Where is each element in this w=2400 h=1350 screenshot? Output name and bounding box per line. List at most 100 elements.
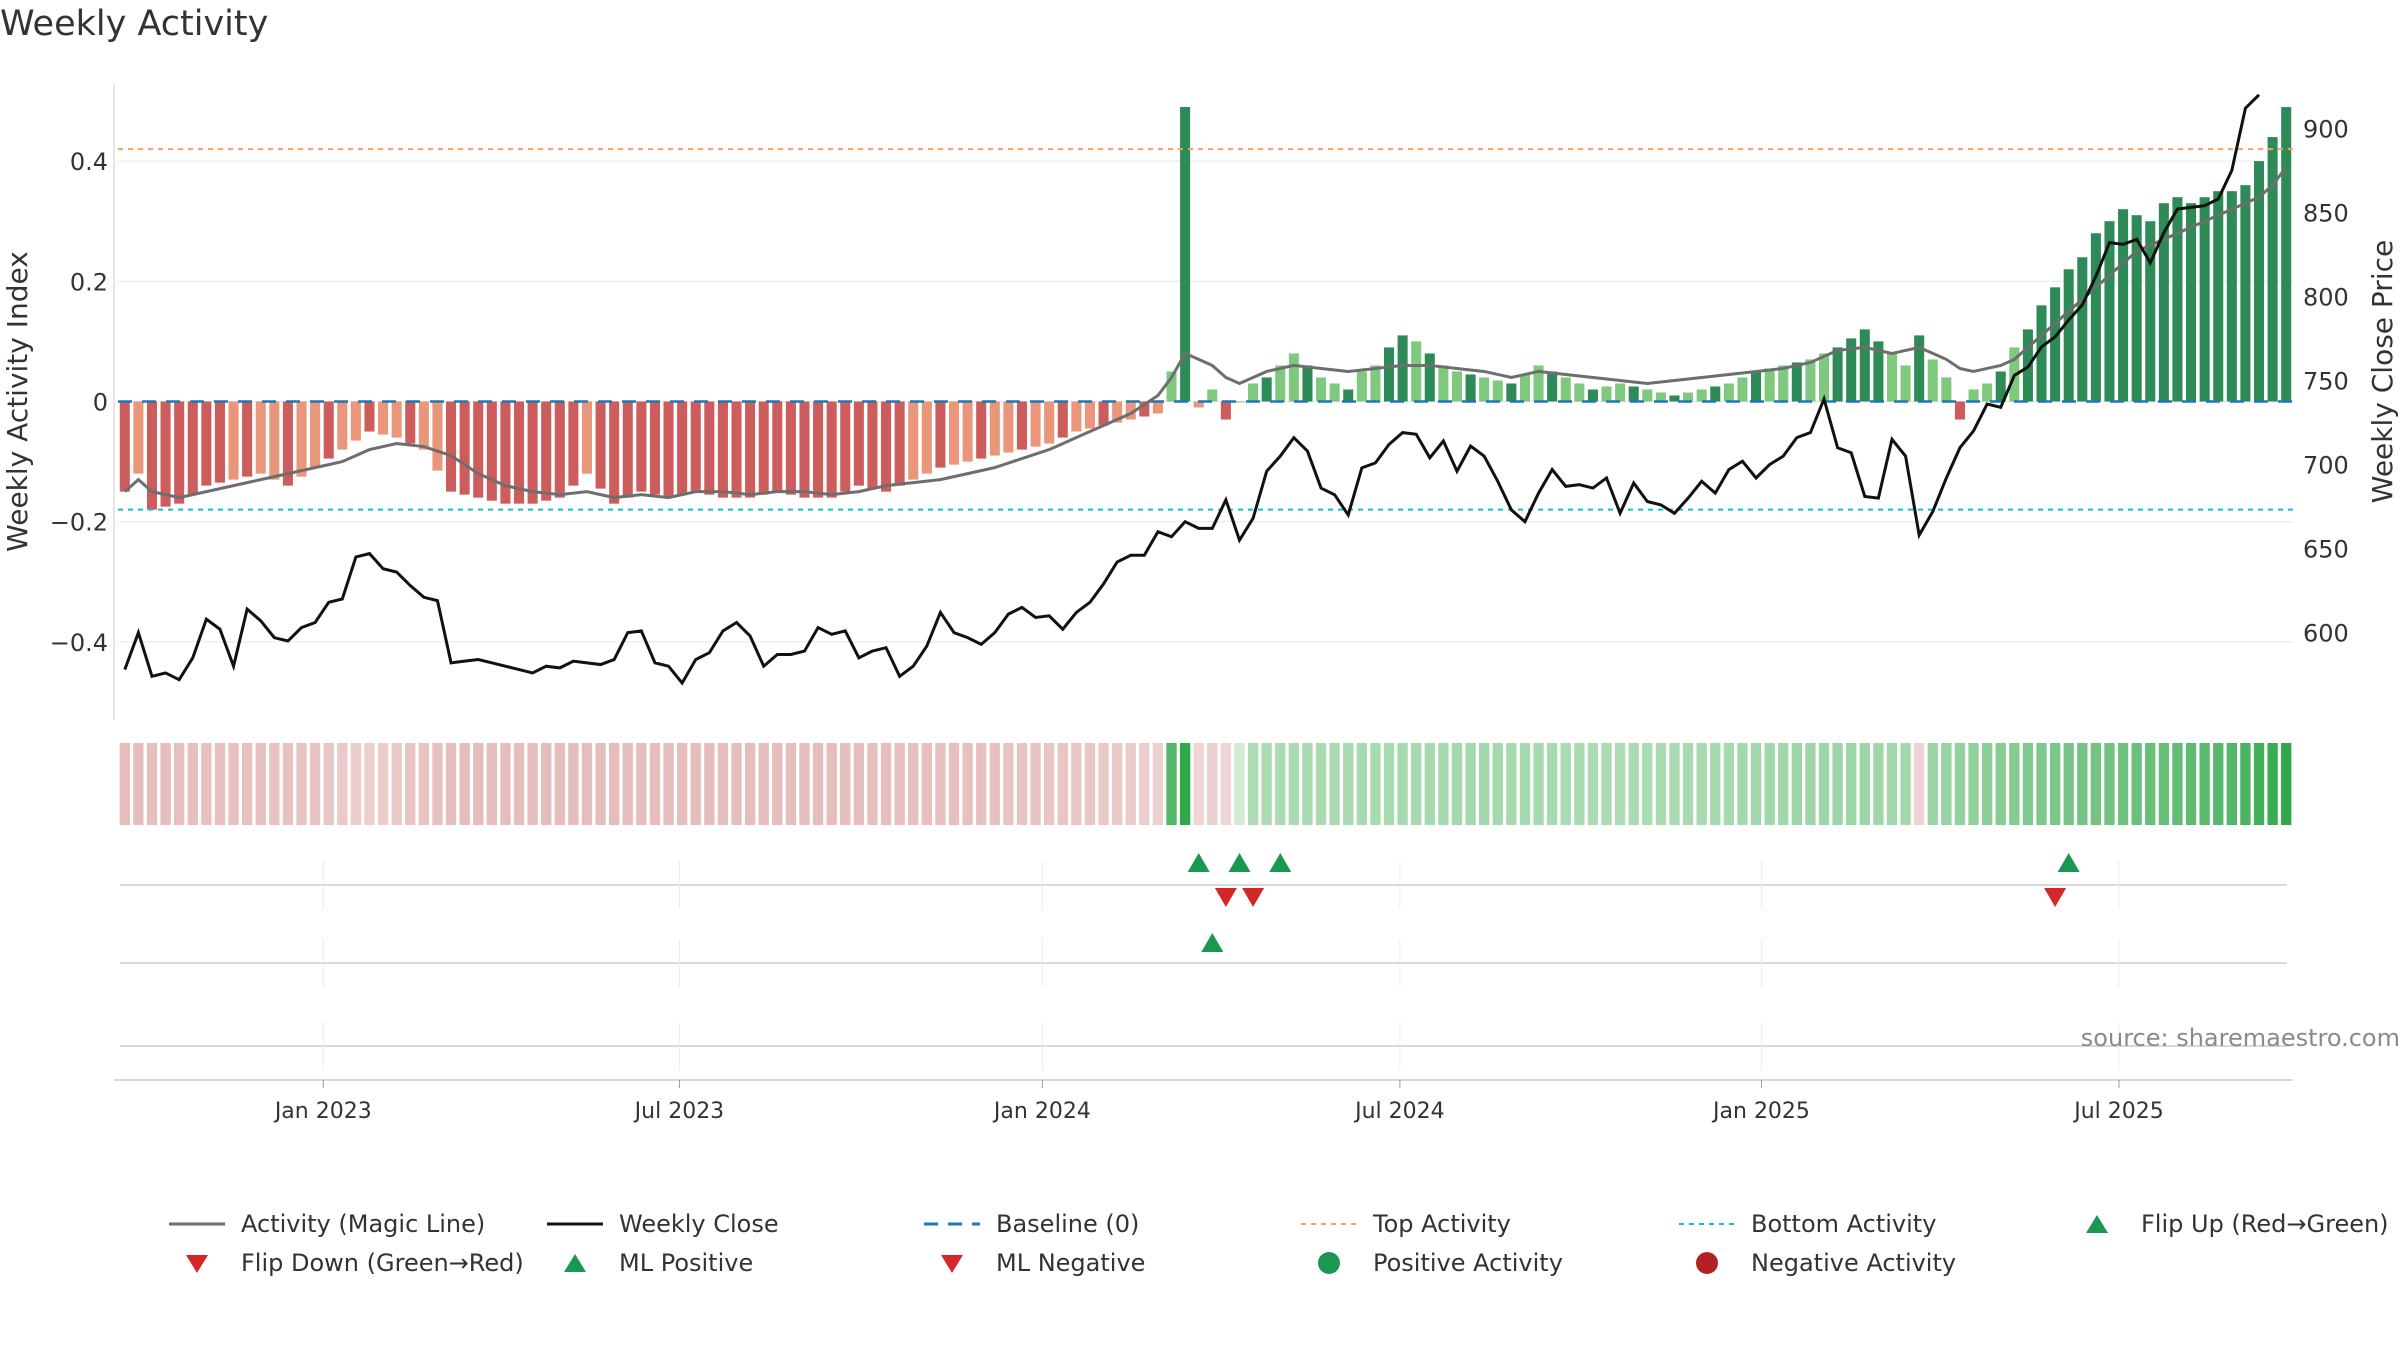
heat-strip-cell <box>1506 743 1517 825</box>
activity-bar <box>2104 221 2115 402</box>
activity-bar <box>1316 377 1327 402</box>
heat-strip-cell <box>1383 743 1395 825</box>
flip-down-marker <box>1214 888 1237 907</box>
heat-strip-cell <box>1356 743 1367 825</box>
heat-strip-cell <box>1207 743 1218 825</box>
heat-strip-cell <box>1016 743 1028 825</box>
activity-bar <box>1180 107 1191 402</box>
source-note: source: sharemaestro.com <box>2080 1024 2400 1052</box>
activity-bar <box>690 401 701 492</box>
x-tick-label: Jul 2023 <box>633 1099 725 1124</box>
heat-strip-cell <box>1343 743 1354 825</box>
activity-bar <box>2267 137 2278 402</box>
activity-bar <box>853 401 864 486</box>
activity-bar <box>799 401 810 498</box>
legend-circle-green <box>1318 1252 1340 1274</box>
heat-strip-cell <box>473 743 484 825</box>
activity-bar <box>636 401 647 492</box>
activity-bar <box>2186 203 2197 402</box>
y-right-tick-label: 900 <box>2303 115 2349 143</box>
heat-strip-cell <box>1302 743 1313 825</box>
activity-bar <box>2036 305 2047 402</box>
activity-bar <box>976 401 987 459</box>
heat-strip-cell <box>1424 743 1435 825</box>
activity-bar <box>1016 401 1028 450</box>
activity-bar <box>649 401 660 495</box>
activity-bar <box>745 401 756 498</box>
activity-bar <box>1737 377 1748 402</box>
activity-bar <box>1125 401 1136 420</box>
activity-bar <box>1832 347 1843 402</box>
heat-strip-cell <box>595 743 606 825</box>
heat-strip-cell <box>1166 743 1177 825</box>
activity-bar <box>785 401 796 495</box>
activity-bar <box>1560 377 1571 402</box>
y-right-tick-label: 850 <box>2303 199 2349 227</box>
heat-strip-cell <box>405 743 416 825</box>
legend-item: Weekly Close <box>543 1206 779 1242</box>
activity-bar <box>2199 197 2210 402</box>
heat-strip-cell <box>1560 743 1571 825</box>
activity-bar <box>1383 347 1395 402</box>
legend-label: Flip Down (Green→Red) <box>241 1249 524 1277</box>
heat-strip-cell <box>2281 743 2292 825</box>
heat-strip-cell <box>2131 743 2142 825</box>
heat-strip-cell <box>1954 743 1966 825</box>
heat-strip-cell <box>1574 743 1585 825</box>
heat-strip-cell <box>1805 743 1816 825</box>
heat-strip-cell <box>174 743 185 825</box>
heat-strip-cell <box>1818 743 1830 825</box>
legend-label: ML Positive <box>619 1249 754 1277</box>
activity-bar <box>160 401 171 507</box>
heat-strip-cell <box>2240 743 2251 825</box>
legend-label: Negative Activity <box>1751 1249 1957 1277</box>
heat-strip-cell <box>840 743 851 825</box>
heat-strip-cell <box>500 743 511 825</box>
heat-strip-cell <box>636 743 647 825</box>
legend-item: ML Negative <box>920 1245 1145 1281</box>
y-left-tick-label: 0.2 <box>70 268 108 296</box>
heat-strip-cell <box>1084 743 1096 825</box>
heat-strip-cell <box>704 743 715 825</box>
activity-bar <box>1329 383 1340 402</box>
activity-bar <box>2226 191 2237 402</box>
activity-bar <box>2131 215 2142 402</box>
activity-bar <box>378 401 389 435</box>
y-right-tick-label: 700 <box>2303 452 2349 480</box>
activity-bar <box>187 401 198 495</box>
activity-bar <box>446 401 457 492</box>
activity-bar <box>1112 401 1123 423</box>
activity-bar <box>1030 401 1041 447</box>
heat-strip-cell <box>214 743 226 825</box>
heat-strip-cell <box>1628 743 1639 825</box>
heat-strip-cell <box>1791 743 1802 825</box>
activity-bar <box>541 401 552 501</box>
heat-strip-cell <box>241 743 253 825</box>
activity-bar <box>1642 389 1653 402</box>
y-left-tick-label: −0.2 <box>50 509 108 537</box>
activity-bar <box>921 401 932 474</box>
heat-strip-cell <box>364 743 375 825</box>
activity-bar <box>2090 233 2101 402</box>
y-right-tick-label: 750 <box>2303 367 2349 395</box>
heat-strip-cell <box>663 743 674 825</box>
heat-strip-cell <box>2090 743 2102 825</box>
legend-triangle-up <box>564 1254 586 1272</box>
heat-strip-cell <box>2117 743 2129 825</box>
activity-bar <box>1628 386 1639 402</box>
heat-strip-cell <box>1451 743 1463 825</box>
heat-strip-cell <box>459 743 470 825</box>
heat-strip-cell <box>1111 743 1123 825</box>
heat-strip-cell <box>323 743 334 825</box>
activity-bar <box>1356 371 1367 402</box>
heat-strip-cell <box>1995 743 2006 825</box>
legend-item: Bottom Activity <box>1675 1206 1936 1242</box>
activity-bar <box>962 401 973 462</box>
activity-bar <box>1288 353 1299 402</box>
activity-bar <box>554 401 565 498</box>
activity-bar <box>1492 380 1503 402</box>
heat-strip-cell <box>2104 743 2115 825</box>
activity-bar <box>1057 401 1068 438</box>
heat-strip-cell <box>201 743 212 825</box>
activity-bar <box>731 401 742 498</box>
